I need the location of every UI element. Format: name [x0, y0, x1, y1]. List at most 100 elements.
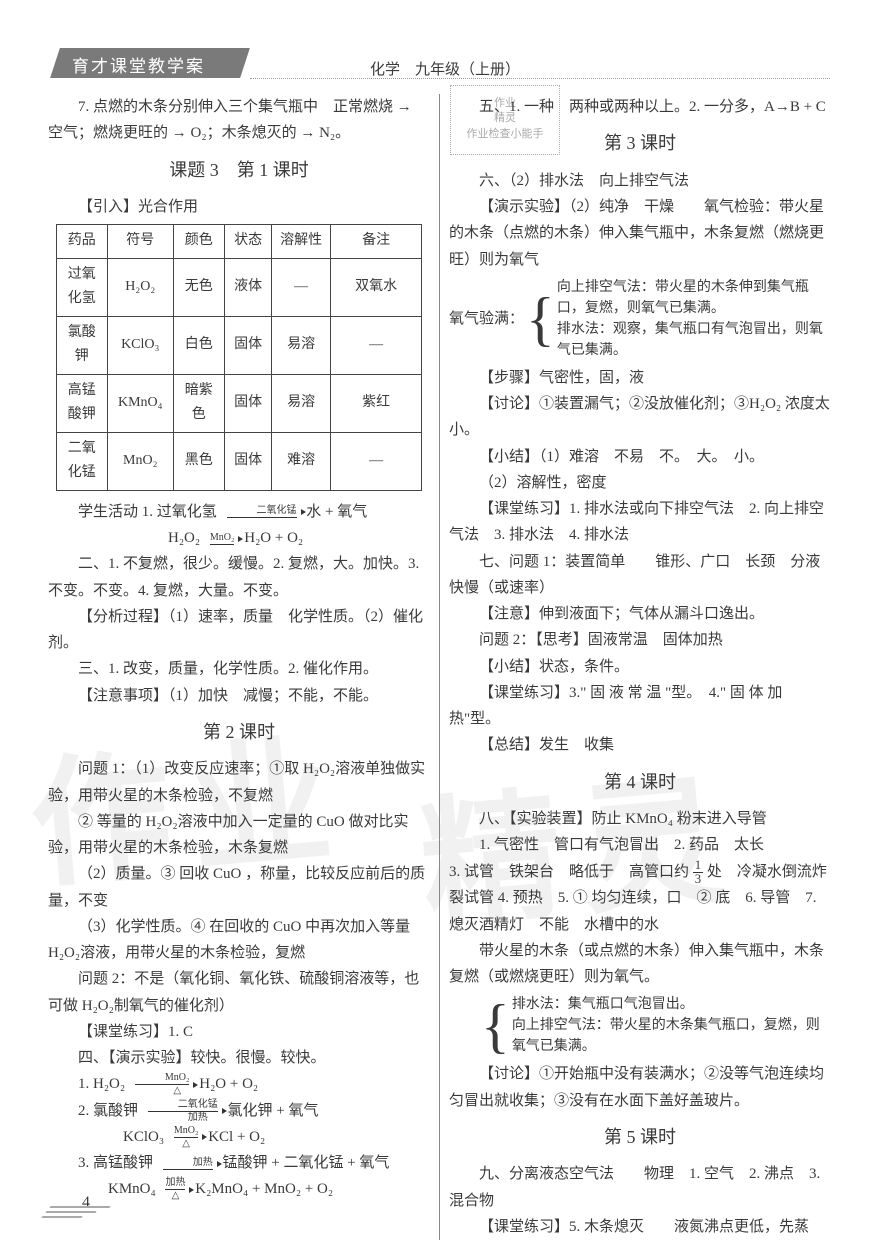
body-text: 八、【实验装置】防止 KMnO₄ 粉末进入导管	[449, 806, 831, 832]
body-text: 【小结】状态，条件。	[449, 654, 831, 680]
body-text: ② 等量的 H₂O₂溶液中加入一定量的 CuO 做对比实验，用带火星的木条检验，…	[48, 809, 430, 862]
body-text: 六、（2）排水法 向上排空气法	[449, 168, 831, 194]
brace-item: 向上排空气法：带火星的木条伸到集气瓶口，复燃，则氧气已集满。	[557, 277, 831, 319]
table-cell: 高锰酸钾	[56, 374, 107, 432]
eq-left: KClO₃	[123, 1129, 164, 1145]
fraction: 13	[693, 859, 703, 886]
table-cell: 固体	[224, 432, 272, 490]
table-row: 二氧化锰MnO₂黑色固体难溶—	[56, 432, 422, 490]
table-header: 符号	[107, 225, 173, 259]
table-cell: 白色	[173, 316, 224, 374]
equation-text: H₂O₂ MnO₂ H₂O + O₂	[48, 525, 430, 551]
body-text: 【注意】伸到液面下；气体从漏斗口逸出。	[449, 601, 831, 627]
body-text: 问题 2：【思考】固液常温 固体加热	[449, 627, 831, 653]
eq-right: K₂MnO₄ + MnO₂ + O₂	[195, 1181, 333, 1197]
table-cell: 黑色	[173, 432, 224, 490]
body-text: 3. 试管 铁架台 略低于 高管口约 13 处 冷凝水倒流炸裂试管 4. 预热 …	[449, 859, 831, 938]
table-cell: 双氧水	[330, 258, 421, 316]
body-text: 1. 气密性 管口有气泡冒出 2. 药品 太长	[449, 832, 831, 858]
body-text: 【课堂练习】3." 固 液 常 温 "型。 4." 固 体 加热"型。	[449, 680, 831, 733]
body-text: 【引入】光合作用	[48, 194, 430, 220]
chemical-table: 药品符号颜色状态溶解性备注 过氧化氢H₂O₂无色液体—双氧水氯酸钾KClO₃白色…	[56, 224, 423, 491]
eq-left: 1. H₂O₂	[78, 1076, 125, 1092]
equation-text: KClO₃ MnO₂△ KCl + O₂	[48, 1124, 430, 1150]
table-row: 氯酸钾KClO₃白色固体易溶—	[56, 316, 422, 374]
table-cell: 无色	[173, 258, 224, 316]
table-cell: —	[330, 316, 421, 374]
body-text: 问题 1：（1）改变反应速率；①取 H₂O₂溶液单独做实验，用带火星的木条检验，…	[48, 756, 430, 809]
table-header: 药品	[56, 225, 107, 259]
reaction-arrow: 二氧化锰加热	[142, 1100, 224, 1123]
column-divider	[439, 94, 440, 1240]
content-area: 7. 点燃的木条分别伸入三个集气瓶中 正常燃烧 → 空气；燃烧更旺的 → O₂；…	[40, 94, 840, 1240]
body-text: 九、分离液态空气法 物理 1. 空气 2. 沸点 3. 混合物	[449, 1161, 831, 1214]
section-title: 第 2 课时	[48, 717, 430, 749]
eq-left: 2. 氯酸钾	[78, 1103, 138, 1119]
body-text: 五、1. 一种 两种或两种以上。2. 一分多，A→B + C	[449, 94, 831, 120]
header-rule	[250, 78, 830, 79]
body-text: 【演示实验】（2）纯净 干燥 氧气检验：带火星的木条（点燃的木条）伸入集气瓶中，…	[449, 194, 831, 273]
brace-group: { 排水法：集气瓶口气泡冒出。 向上排空气法：带火星的木条集气瓶口，复燃，则氧气…	[449, 994, 831, 1057]
brace-item: 排水法：观察，集气瓶口有气泡冒出，则氧气已集满。	[557, 319, 831, 361]
body-text: 【分析过程】（1）速率，质量 化学性质。（2）催化剂。	[48, 604, 430, 657]
header-brand: 育才课堂教学案	[72, 52, 205, 77]
reaction-arrow: 加热△	[159, 1178, 191, 1201]
body-text: 带火星的木条（或点燃的木条）伸入集气瓶中，木条复燃（或燃烧更旺）则为氧气。	[449, 938, 831, 991]
table-cell: 二氧化锰	[56, 432, 107, 490]
table-header: 备注	[330, 225, 421, 259]
body-text: 二、1. 不复燃，很少。缓慢。2. 复燃，大。加快。3. 不变。不变。4. 复燃…	[48, 551, 430, 604]
right-column: 五、1. 一种 两种或两种以上。2. 一分多，A→B + C 第 3 课时 六、…	[441, 94, 839, 1240]
table-cell: 紫红	[330, 374, 421, 432]
body-text: 【小结】（1）难溶 不易 不。 大。 小。	[449, 444, 831, 470]
eq-right: H₂O + O₂	[244, 530, 303, 546]
table-cell: 暗紫色	[173, 374, 224, 432]
body-text: 四、【演示实验】较快。很慢。较快。	[48, 1045, 430, 1071]
table-header: 颜色	[173, 225, 224, 259]
body-text: 【步骤】气密性，固，液	[449, 365, 831, 391]
body-text: 【注意事项】（1）加快 减慢；不能，不能。	[48, 683, 430, 709]
eq-right: KCl + O₂	[208, 1129, 265, 1145]
table-row: 过氧化氢H₂O₂无色液体—双氧水	[56, 258, 422, 316]
eq-left: 3. 高锰酸钾	[78, 1155, 153, 1171]
equation-text: 学生活动 1. 过氧化氢 二氧化锰 水 + 氧气	[48, 499, 430, 525]
eq-left: 学生活动 1. 过氧化氢	[78, 504, 217, 520]
section-title: 第 5 课时	[449, 1122, 831, 1154]
eq-right: 氯化钾 + 氧气	[228, 1103, 319, 1119]
eq-left: H₂O₂	[168, 530, 200, 546]
table-cell: KMnO₄	[107, 374, 173, 432]
table-cell: H₂O₂	[107, 258, 173, 316]
header-subject: 化学 九年级（上册）	[370, 58, 520, 79]
reaction-arrow: MnO₂	[204, 533, 241, 545]
equation-text: 1. H₂O₂ MnO₂△ H₂O + O₂	[48, 1071, 430, 1097]
body-text: 【课堂练习】5. 木条熄灭 液氮沸点更低，先蒸	[449, 1214, 831, 1240]
table-cell: 易溶	[272, 316, 331, 374]
table-cell: 固体	[224, 374, 272, 432]
table-cell: KClO₃	[107, 316, 173, 374]
body-text: 【讨论】①开始瓶中没有装满水；②没等气泡连续均匀冒出就收集；③没有在水面下盖好盖…	[449, 1061, 831, 1114]
brace-item: 向上排空气法：带火星的木条集气瓶口，复燃，则氧气已集满。	[512, 1015, 831, 1057]
section-title: 第 4 课时	[449, 767, 831, 799]
table-cell: 固体	[224, 316, 272, 374]
body-text: （2）溶解性，密度	[449, 470, 831, 496]
reaction-arrow: 加热	[157, 1158, 219, 1170]
eq-right: 水 + 氧气	[306, 504, 367, 520]
left-column: 7. 点燃的木条分别伸入三个集气瓶中 正常燃烧 → 空气；燃烧更旺的 → O₂；…	[40, 94, 438, 1240]
body-text: 【课堂练习】1. C	[48, 1019, 430, 1045]
table-cell: MnO₂	[107, 432, 173, 490]
table-cell: —	[330, 432, 421, 490]
table-cell: 难溶	[272, 432, 331, 490]
body-text: 【课堂练习】1. 排水法或向下排空气法 2. 向上排空气法 3. 排水法 4. …	[449, 496, 831, 549]
body-text: 【讨论】①装置漏气；②没放催化剂；③H₂O₂ 浓度太小。	[449, 391, 831, 444]
table-header: 状态	[224, 225, 272, 259]
body-text: 三、1. 改变，质量，化学性质。2. 催化作用。	[48, 656, 430, 682]
eq-right: H₂O + O₂	[199, 1076, 258, 1092]
equation-text: 3. 高锰酸钾 加热 锰酸钾 + 二氧化锰 + 氧气	[48, 1150, 430, 1176]
body-text: 【总结】发生 收集	[449, 732, 831, 758]
section-title: 第 3 课时	[449, 128, 831, 160]
equation-text: KMnO₄ 加热△ K₂MnO₄ + MnO₂ + O₂	[48, 1176, 430, 1202]
body-text: 七、问题 1：装置简单 锥形、广口 长颈 分液 快慢（或速率）	[449, 549, 831, 602]
body-text: （3）化学性质。④ 在回收的 CuO 中再次加入等量 H₂O₂溶液，用带火星的木…	[48, 914, 430, 967]
table-row: 高锰酸钾KMnO₄暗紫色固体易溶紫红	[56, 374, 422, 432]
reaction-arrow: MnO₂△	[129, 1073, 196, 1096]
section-title: 课题 3 第 1 课时	[48, 155, 430, 187]
